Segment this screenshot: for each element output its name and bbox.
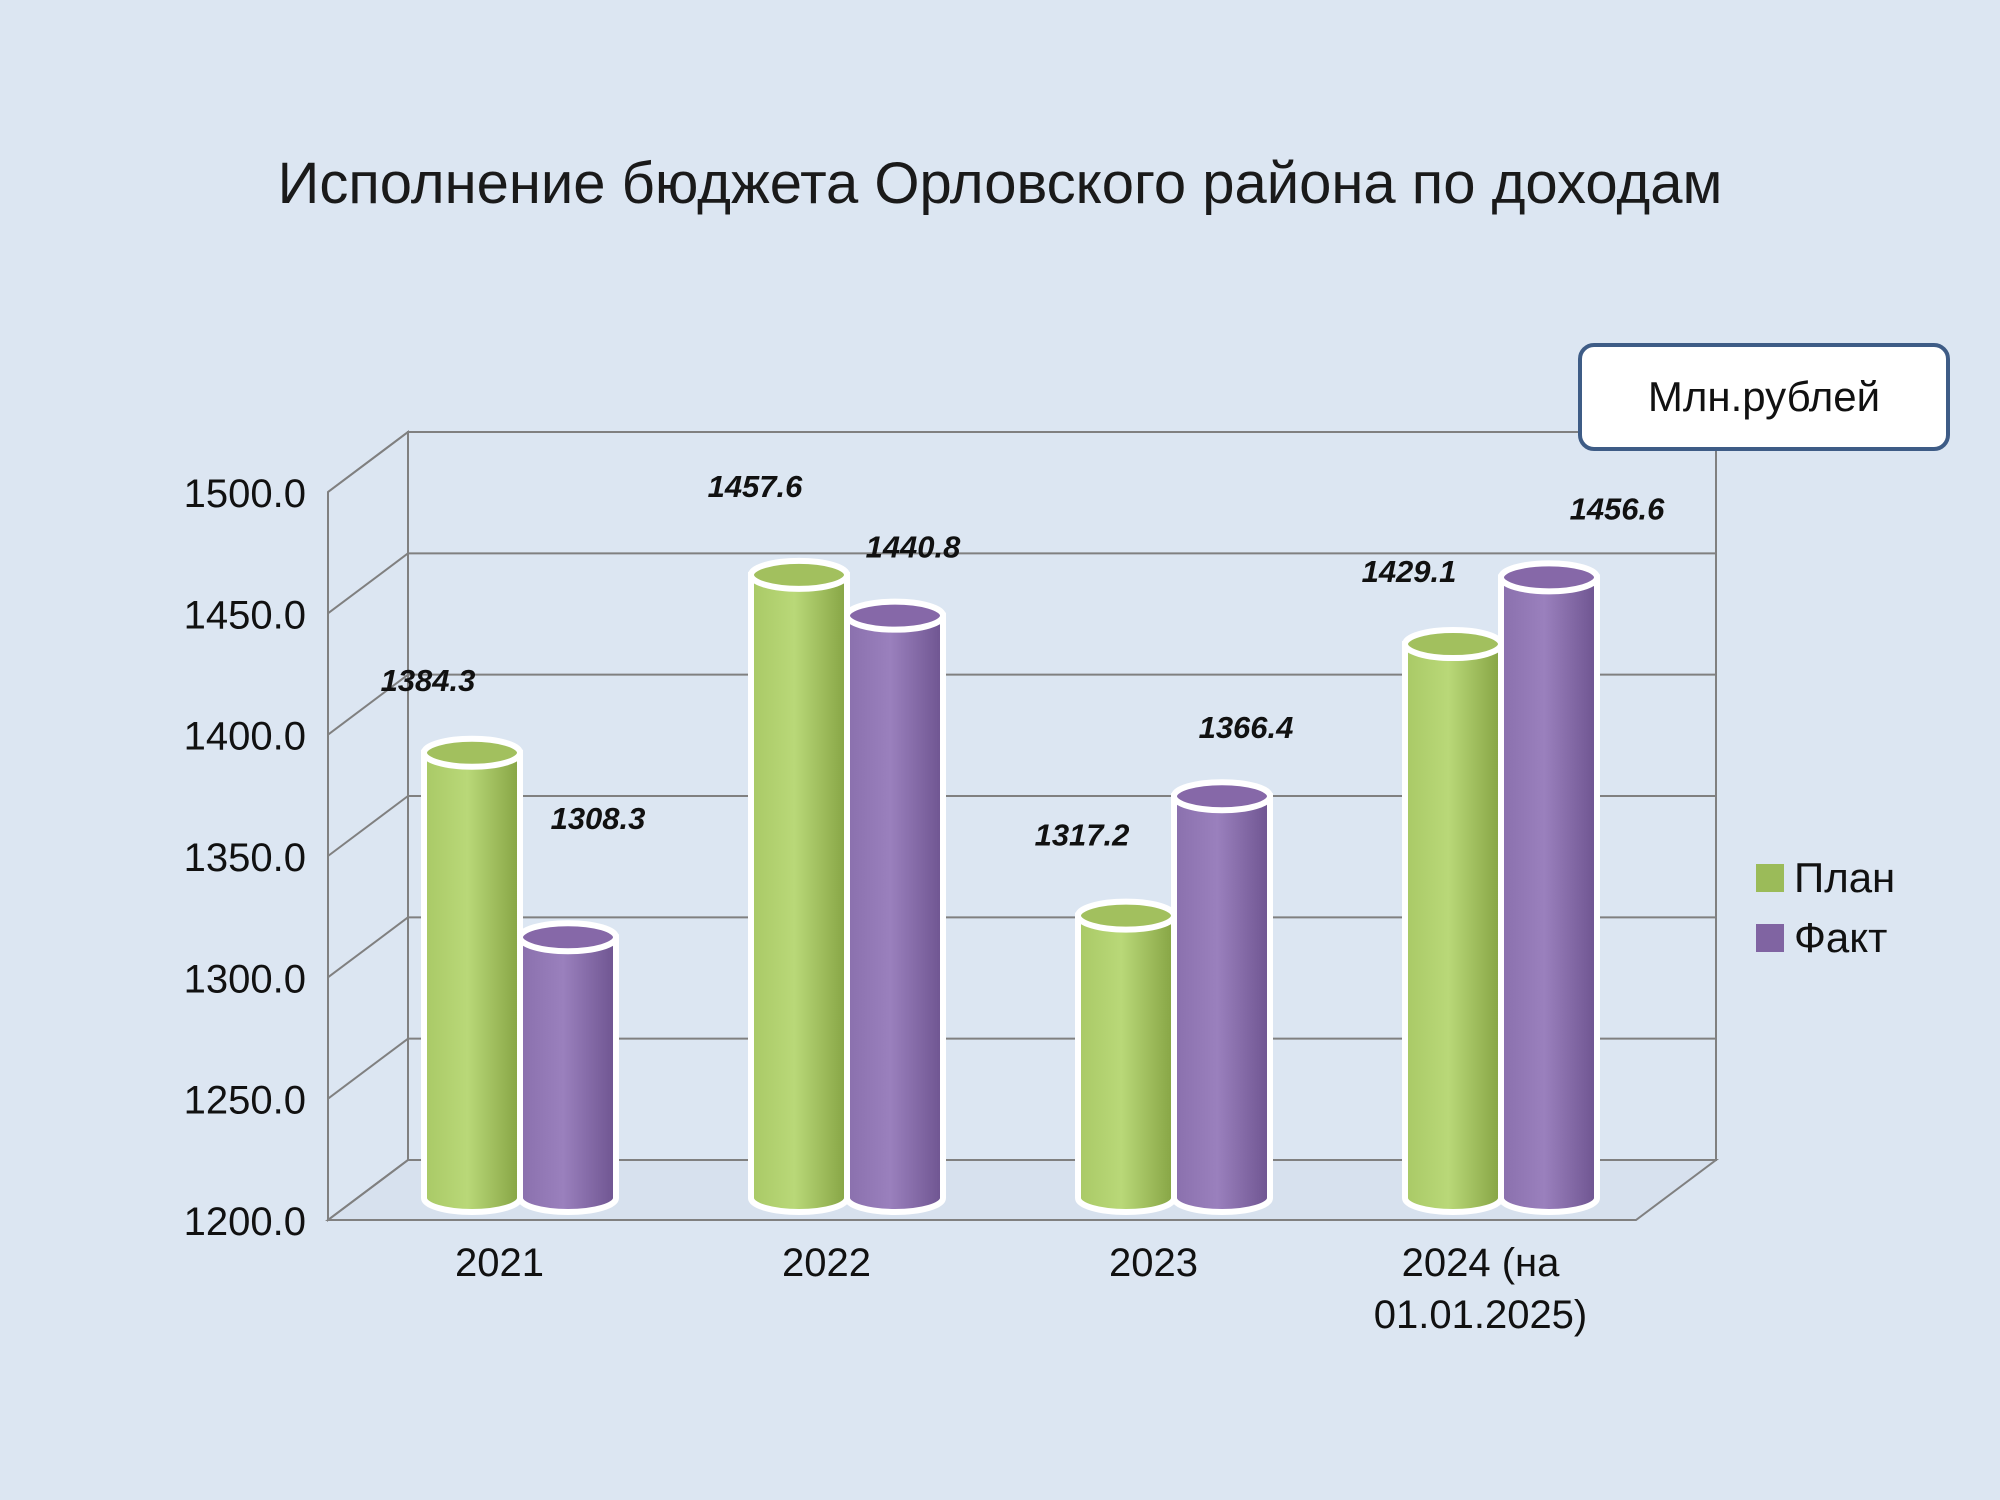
bar-body: [748, 571, 850, 1215]
bar-top: [748, 557, 850, 592]
gridline-depth: [327, 1159, 409, 1221]
bar-top: [844, 598, 946, 633]
gridline-depth: [327, 552, 409, 615]
legend-swatch-plan: [1756, 864, 1784, 892]
unit-label-box: Млн.рублей: [1578, 343, 1950, 451]
bar-top: [1171, 779, 1273, 814]
chart-frame: [325, 430, 1719, 1222]
y-axis: 1200.0 1250.0 1300.0 1350.0 1400.0 1450.0 1500…: [184, 472, 306, 1244]
x-axis: 2021 2022 2023 2024 (на 01.01.2025): [455, 1241, 1587, 1337]
unit-label: Млн.рублей: [1647, 373, 1881, 420]
x-tick-label: 2021: [455, 1241, 544, 1285]
bar-top: [1498, 560, 1600, 595]
bar-fact-2: [1171, 779, 1273, 1215]
bar-plan-2: [1075, 898, 1177, 1215]
legend-label-fact: Факт: [1794, 914, 1888, 961]
gridline-depth: [327, 1037, 409, 1100]
x-tick-label: 2022: [782, 1241, 871, 1285]
data-labels: 1384.3 1457.6 1317.2 1429.1 1308.3 1440.8 1366…: [381, 469, 1666, 853]
legend-item-fact: Факт: [1756, 908, 1895, 968]
bar-plan-0: [421, 735, 523, 1215]
legend-item-plan: План: [1756, 848, 1895, 908]
y-tick-label: 1200.0: [184, 1200, 306, 1244]
y-tick-label: 1300.0: [184, 957, 306, 1001]
gridline-depth: [327, 431, 409, 493]
gridline-depth: [327, 916, 409, 979]
x-tick-label: 2023: [1109, 1241, 1198, 1285]
gridline-depth: [327, 795, 409, 857]
bar-top: [1075, 898, 1177, 933]
y-tick-label: 1500.0: [184, 472, 306, 516]
bar-body: [1171, 793, 1273, 1215]
bar-body: [844, 612, 946, 1215]
gridline-depth: [327, 673, 409, 736]
data-label: 1429.1: [1362, 554, 1457, 589]
data-label: 1440.8: [866, 530, 962, 565]
bar-fact-0: [517, 920, 619, 1215]
x-tick-label: 01.01.2025): [1374, 1293, 1588, 1337]
bar-top: [421, 735, 523, 770]
legend-swatch-fact: [1756, 924, 1784, 952]
bar-body: [1402, 641, 1504, 1215]
bar-fact-3: [1498, 560, 1600, 1215]
data-label: 1456.6: [1570, 491, 1666, 526]
legend-label-plan: План: [1794, 854, 1896, 901]
data-label: 1384.3: [381, 663, 476, 698]
y-tick-label: 1350.0: [184, 836, 306, 880]
bar-fact-1: [844, 598, 946, 1215]
data-label: 1366.4: [1199, 710, 1294, 745]
y-tick-label: 1400.0: [184, 715, 306, 759]
legend: План Факт: [1756, 848, 1895, 968]
bar-body: [1498, 574, 1600, 1215]
bars: [421, 557, 1600, 1215]
bar-body: [517, 934, 619, 1215]
bar-body: [421, 749, 523, 1215]
bar-plan-1: [748, 557, 850, 1215]
y-tick-label: 1250.0: [184, 1079, 306, 1123]
y-tick-label: 1450.0: [184, 593, 306, 637]
bar-body: [1075, 912, 1177, 1215]
bar-top: [517, 920, 619, 955]
bar-plan-3: [1402, 627, 1504, 1215]
chart-title: Исполнение бюджета Орловского района по …: [277, 151, 1723, 216]
bar-top: [1402, 627, 1504, 662]
data-label: 1308.3: [551, 801, 646, 836]
data-label: 1317.2: [1035, 818, 1130, 853]
data-label: 1457.6: [708, 469, 804, 504]
x-tick-label: 2024 (на: [1402, 1241, 1561, 1285]
